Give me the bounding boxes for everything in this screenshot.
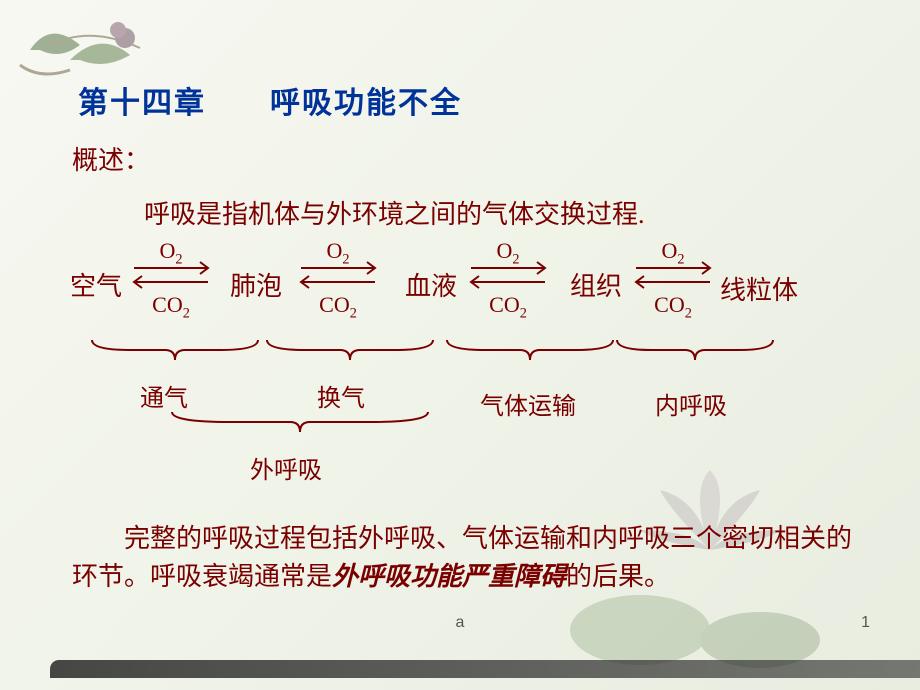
co2-label: CO2 (128, 292, 214, 322)
node-tissue: 组织 (570, 266, 622, 303)
bidir-arrow-icon (465, 258, 551, 292)
brace-icon (615, 338, 775, 362)
respiration-diagram: 空气 肺泡 血液 组织 线粒体 O2 CO2 O2 CO2 (70, 240, 860, 420)
overview-label: 概述： (72, 140, 150, 177)
bidir-arrow-icon (295, 258, 381, 292)
footer-letter: a (456, 614, 465, 632)
brace-label-gas-exchange: 换气 (317, 378, 365, 413)
summary-paragraph: 完整的呼吸过程包括外呼吸、气体运输和内呼吸三个密切相关的环节。呼吸衰竭通常是外呼… (72, 520, 860, 595)
footer-page-number: 1 (861, 614, 870, 632)
node-mitochondria: 线粒体 (720, 270, 798, 307)
node-air: 空气 (70, 266, 122, 303)
co2-label: CO2 (465, 292, 551, 322)
co2-label: CO2 (295, 292, 381, 322)
brace-row (70, 338, 860, 378)
overview-text: 呼吸是指机体与外环境之间的气体交换过程. (144, 194, 645, 231)
co2-label: CO2 (630, 292, 716, 322)
brace-icon (265, 338, 435, 362)
summary-suffix: 的后果。 (566, 562, 670, 591)
brace-label-ventilation: 通气 (140, 378, 188, 413)
slide: 第十四章 呼吸功能不全 概述： 呼吸是指机体与外环境之间的气体交换过程. 空气 … (0, 0, 920, 690)
outer-brace-icon (170, 410, 430, 434)
brace-icon (90, 338, 260, 362)
node-blood: 血液 (405, 266, 457, 303)
node-alveoli: 肺泡 (230, 266, 282, 303)
brace-icon (445, 338, 615, 362)
brace-label-external-resp: 外呼吸 (250, 450, 322, 485)
summary-bold: 外呼吸功能严重障碍 (332, 562, 566, 591)
bidir-arrow-icon (128, 258, 214, 292)
brace-label-internal: 内呼吸 (655, 386, 727, 421)
chapter-title: 第十四章 呼吸功能不全 (78, 78, 462, 122)
bidir-arrow-icon (630, 258, 716, 292)
brace-label-transport: 气体运输 (480, 386, 576, 421)
bottom-bar (50, 660, 920, 678)
